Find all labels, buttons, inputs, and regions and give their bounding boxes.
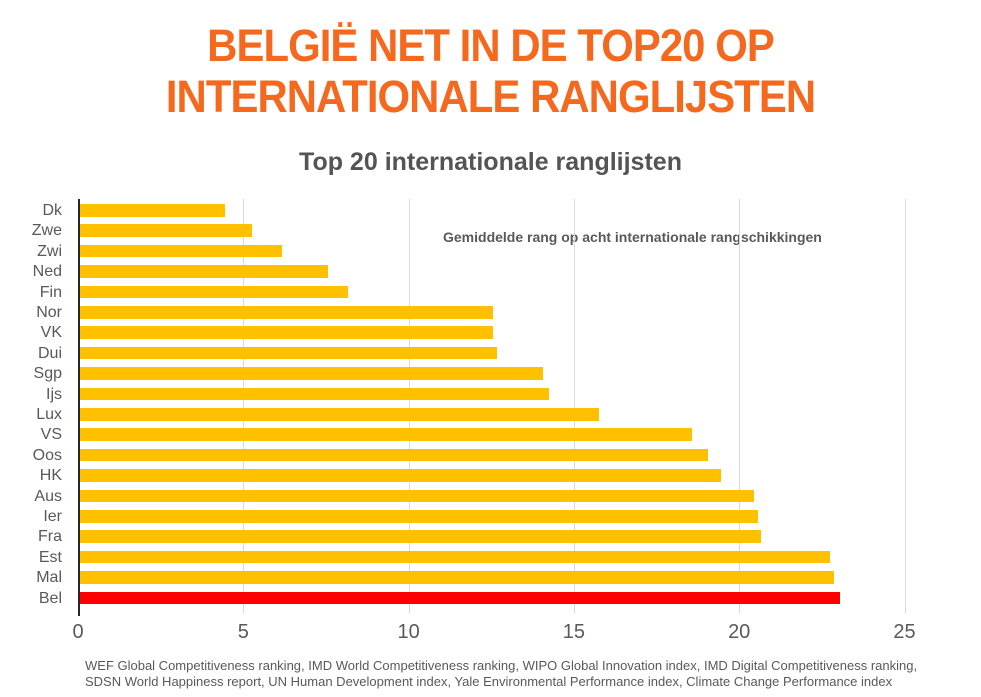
bar-lux	[80, 408, 600, 421]
page-title-line-2: INTERNATIONALE RANGLIJSTEN	[165, 71, 816, 122]
y-label-nor: Nor	[36, 304, 62, 321]
x-tick-10: 10	[397, 621, 420, 643]
bar-ijs	[80, 387, 550, 401]
y-label-est: Est	[38, 548, 62, 566]
x-tick-25: 25	[893, 621, 916, 643]
chart-title: Top 20 internationale ranglijsten	[299, 148, 682, 176]
page-title-line-1: BELGIË NET IN DE TOP20 OP	[207, 20, 775, 71]
bar-hk	[80, 469, 722, 482]
bar-dk	[80, 204, 226, 217]
gridline-20	[739, 199, 741, 613]
bar-bel	[80, 591, 841, 605]
gridline-25	[904, 199, 906, 613]
y-label-ned: Ned	[32, 263, 62, 281]
y-label-zwe: Zwe	[31, 222, 62, 240]
bar-vs	[80, 428, 692, 441]
y-label-zwi: Zwi	[37, 242, 62, 260]
bar-ier	[80, 510, 758, 523]
bar-sgp	[80, 367, 543, 380]
page-title: BELGIË NET IN DE TOP20 OP INTERNATIONALE…	[34, 20, 946, 122]
x-tick-5: 5	[237, 621, 249, 643]
bar-zwe	[80, 224, 252, 237]
gridline-15	[573, 199, 575, 613]
bar-fra	[80, 530, 762, 543]
bar-est	[80, 550, 831, 564]
footnote-line-2: SDSN World Happiness report, UN Human De…	[85, 673, 893, 689]
bar-oos	[80, 448, 709, 462]
bar-nor	[80, 306, 494, 319]
y-label-dk: Dk	[42, 202, 62, 219]
bar-aus	[80, 489, 755, 503]
y-label-ijs: Ijs	[46, 385, 62, 403]
bar-ned	[80, 265, 328, 278]
x-tick-0: 0	[72, 621, 84, 643]
bar-dui	[80, 346, 497, 360]
y-label-aus: Aus	[34, 487, 62, 505]
y-label-hk: HK	[39, 467, 62, 485]
x-tick-15: 15	[562, 621, 586, 643]
y-label-vk: VK	[40, 324, 62, 342]
y-label-oos: Oos	[32, 446, 62, 464]
y-label-mal: Mal	[36, 569, 62, 587]
footnote: WEF Global Competitiveness ranking, IMD …	[85, 658, 917, 689]
bar-fin	[80, 285, 348, 299]
y-axis-line	[78, 199, 80, 616]
y-label-vs: VS	[40, 426, 62, 444]
bar-vk	[80, 326, 494, 339]
y-label-dui: Dui	[37, 344, 62, 362]
y-label-lux: Lux	[36, 406, 62, 423]
gridline-10	[408, 199, 410, 613]
bar-mal	[80, 571, 834, 584]
chart-annotation: Gemiddelde rang op acht internationale r…	[443, 229, 822, 245]
y-label-sgp: Sgp	[33, 365, 62, 383]
footnote-line-1: WEF Global Competitiveness ranking, IMD …	[85, 658, 918, 673]
y-label-bel: Bel	[38, 589, 62, 607]
y-label-fra: Fra	[38, 528, 62, 546]
gridline-5	[243, 199, 245, 613]
bar-zwi	[80, 244, 282, 258]
x-tick-20: 20	[728, 621, 751, 643]
y-label-fin: Fin	[39, 283, 62, 301]
y-label-ier: Ier	[43, 508, 62, 525]
